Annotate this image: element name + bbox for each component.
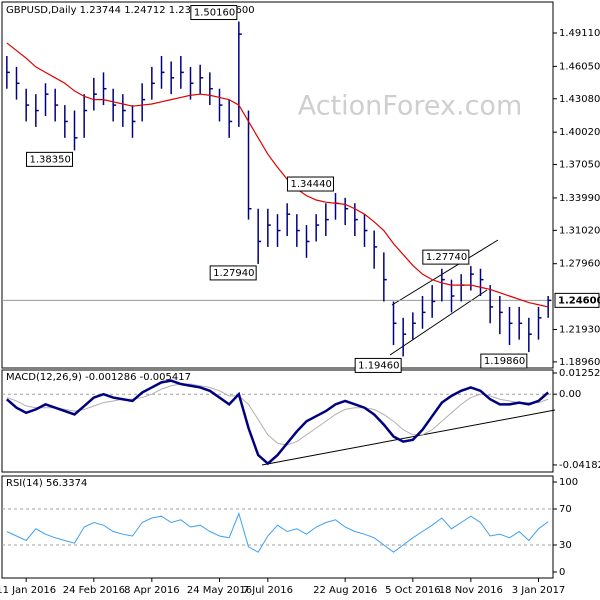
signal-line (6, 383, 549, 446)
price-panel (1, 1, 554, 369)
macd-panel (1, 369, 554, 473)
annotation-label: 1.50160 (194, 8, 235, 19)
annotation: 1.38350 (26, 151, 73, 167)
annotation: 1.19460 (354, 357, 402, 373)
x-tick-label: 11 Jan 2016 (0, 585, 56, 596)
annotation-box (480, 353, 528, 369)
watermark: ActionForex.com (298, 91, 523, 122)
y-tick-label: 0 (559, 567, 565, 578)
y-tick-label: 100 (559, 477, 578, 488)
annotation-label: 1.27940 (213, 268, 254, 279)
x-tick-label: 3 Jan 2017 (512, 585, 566, 596)
y-tick-label: 1.46050 (559, 61, 600, 72)
x-tick-label: 24 May 2016 (187, 585, 252, 596)
y-tick-label: 1.43080 (559, 94, 600, 105)
y-tick-label: 1.40020 (559, 127, 600, 138)
y-tick-label: -0.041823 (559, 460, 600, 471)
channel-lower (389, 289, 488, 356)
rsi-title: RSI(14) 56.3374 (6, 478, 87, 489)
rsi-panel (1, 475, 554, 579)
last-price-box (554, 292, 600, 308)
macd-line (6, 379, 549, 466)
annotation: 1.19860 (480, 353, 528, 369)
x-tick-label: 7 Jul 2016 (243, 585, 293, 596)
x-tick-label: 8 Apr 2016 (124, 585, 179, 596)
annotation: 1.27940 (209, 265, 257, 281)
rsi-line (6, 511, 549, 553)
price-title: GBPUSD,Daily 1.23744 1.24712 1.23685 1.2… (6, 5, 255, 16)
annotation-label: 1.19460 (358, 360, 399, 371)
x-tick-label: 5 Oct 2016 (385, 585, 440, 596)
y-tick-label: 1.37050 (559, 160, 600, 171)
y-tick-label: 0.00 (559, 389, 581, 400)
annotation-box (26, 151, 73, 167)
x-tick-label: 18 Nov 2016 (439, 585, 503, 596)
y-tick-label: 1.33990 (559, 193, 600, 204)
annotation-label: 1.34440 (291, 179, 332, 190)
annotation-box (287, 176, 334, 192)
channel-upper (391, 239, 499, 306)
x-tick-label: 22 Aug 2016 (313, 585, 377, 596)
y-tick-label: 1.49110 (559, 28, 600, 39)
macd-title: MACD(12,26,9) -0.001286 -0.005417 (6, 372, 191, 383)
annotation-label: 1.38350 (30, 154, 71, 165)
annotation: 1.27740 (422, 249, 470, 265)
annotation-box (422, 249, 470, 265)
y-tick-label: 30 (559, 540, 572, 551)
y-tick-label: 1.31020 (559, 225, 600, 236)
annotation-box (209, 265, 257, 281)
annotation-label: 1.19860 (484, 356, 525, 367)
y-tick-label: 1.27960 (559, 259, 600, 270)
annotation-box (190, 5, 238, 21)
x-tick-label: 24 Feb 2016 (63, 585, 125, 596)
y-tick-label: 1.21930 (559, 324, 600, 335)
y-tick-label: 0.012522 (559, 368, 600, 379)
y-tick-label: 70 (559, 504, 572, 515)
macd-trendline (261, 409, 556, 466)
annotation: 1.34440 (287, 176, 334, 192)
y-tick-label: 1.18960 (559, 357, 600, 368)
annotation: 1.50160 (190, 5, 238, 21)
annotation-label: 1.27740 (426, 252, 467, 263)
annotation-box (354, 357, 402, 373)
last-price-label: 1.24600 (558, 295, 600, 306)
moving-average (6, 42, 549, 308)
